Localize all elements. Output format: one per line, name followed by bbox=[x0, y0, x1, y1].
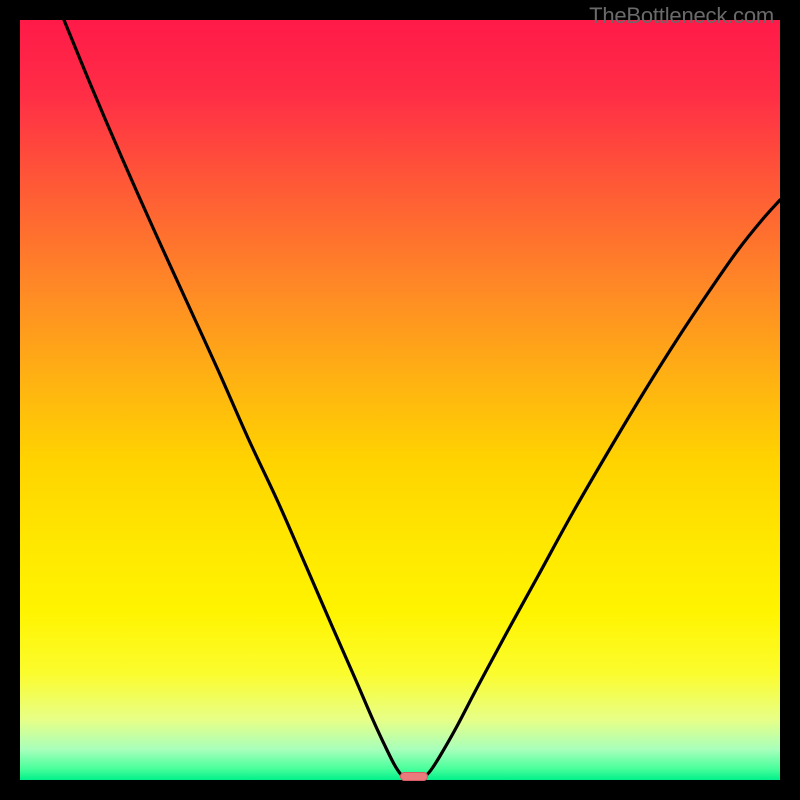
watermark-text: TheBottleneck.com bbox=[589, 3, 774, 29]
bottleneck-curve bbox=[20, 20, 780, 780]
chart-frame bbox=[0, 0, 800, 800]
plot-area bbox=[20, 20, 780, 780]
valley-marker bbox=[400, 772, 428, 781]
